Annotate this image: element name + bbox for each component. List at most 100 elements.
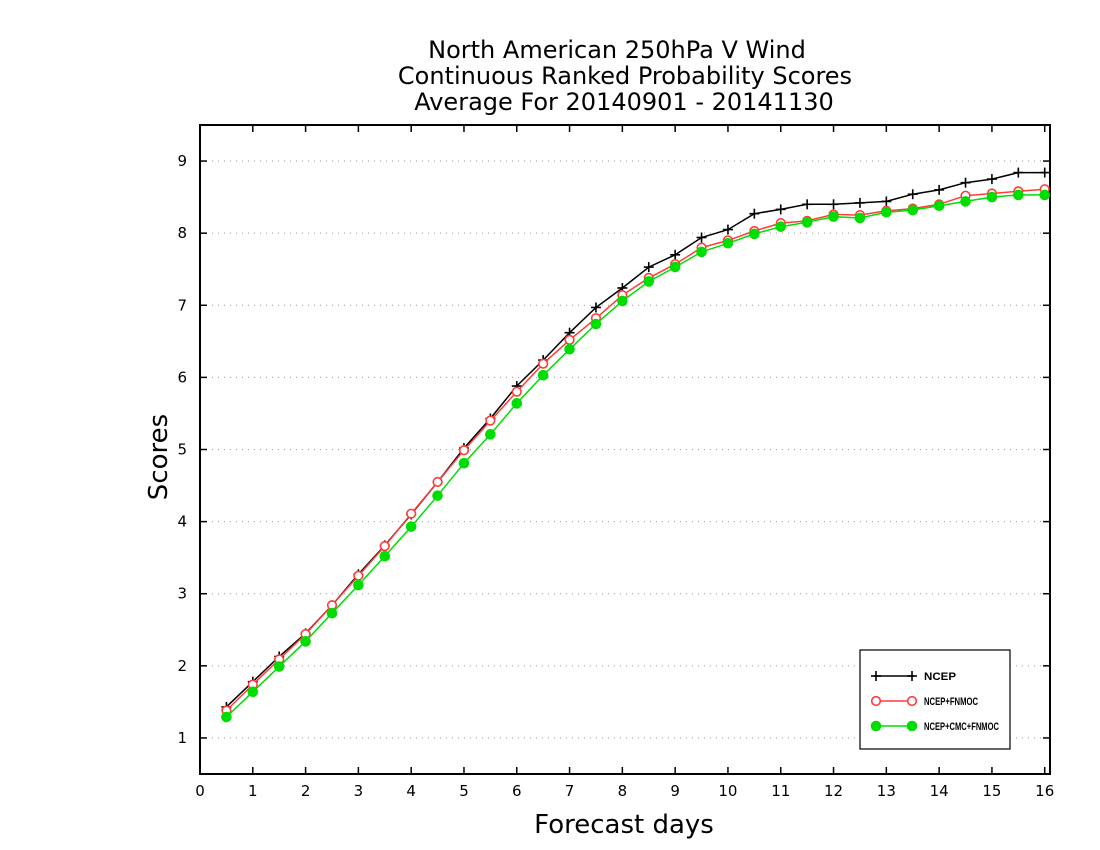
legend-marker-start-2 [870, 720, 882, 732]
point-s2-6 [379, 550, 391, 562]
legend-marker-end-2 [906, 720, 918, 732]
point-s2-2 [273, 661, 285, 672]
point-s2-12 [537, 369, 549, 381]
point-s2-22 [801, 217, 813, 228]
point-s2-24 [854, 212, 866, 224]
series-line-1 [225, 188, 1045, 712]
legend-label-2: NCEP+CMC+FNMOC [924, 721, 999, 733]
point-s0-30 [1013, 167, 1024, 178]
title-line-3: Average For 20140901 - 20141130 [414, 88, 834, 116]
point-s0-16 [643, 262, 654, 273]
title-line-1: North American 250hPa V Wind [428, 36, 806, 64]
y-tick-label-7: 7 [177, 296, 187, 314]
point-s0-27 [934, 184, 945, 195]
x-tick-label-8: 8 [618, 782, 628, 800]
x-tick-label-16: 16 [1035, 782, 1054, 800]
point-s0-17 [670, 249, 681, 260]
x-tick-label-2: 2 [301, 782, 311, 800]
point-s0-14 [590, 302, 601, 313]
point-s1-6 [379, 541, 390, 552]
point-s2-23 [828, 211, 839, 222]
x-tick-label-5: 5 [459, 782, 469, 800]
point-s0-28 [960, 177, 971, 188]
series-line-2 [225, 194, 1045, 718]
point-s0-18 [696, 232, 707, 243]
point-s2-5 [353, 579, 364, 591]
point-s2-21 [775, 221, 787, 232]
x-tick-label-7: 7 [565, 782, 575, 800]
legend-box [859, 649, 1011, 750]
point-s0-22 [802, 199, 813, 210]
point-s2-29 [986, 191, 998, 203]
y-axis-label: Scores [144, 414, 174, 500]
point-s2-27 [933, 200, 945, 212]
point-s2-28 [960, 196, 971, 207]
x-tick-label-6: 6 [512, 782, 522, 800]
y-tick-label-3: 3 [177, 585, 187, 603]
point-s2-30 [1013, 189, 1024, 201]
legend-items: NCEP NCEP+FNMOC NCEP+CMC+FNMOC [870, 671, 999, 733]
point-s2-13 [564, 343, 575, 355]
y-tick-label-1: 1 [177, 729, 187, 747]
y-tick-label-8: 8 [177, 224, 187, 242]
series-2 [221, 189, 1051, 723]
x-tick-label-15: 15 [982, 782, 1001, 800]
point-s2-26 [907, 204, 919, 216]
point-s2-0 [221, 711, 232, 723]
x-tick-label-12: 12 [824, 782, 843, 800]
point-s2-31 [1039, 189, 1051, 201]
point-s0-24 [854, 197, 865, 208]
point-s2-3 [300, 636, 311, 647]
point-s2-16 [643, 276, 655, 287]
point-s1-9 [458, 445, 470, 456]
point-s2-19 [722, 237, 734, 249]
point-s0-26 [907, 189, 918, 200]
legend: NCEP NCEP+FNMOC NCEP+CMC+FNMOC [859, 649, 1011, 750]
point-s2-10 [485, 429, 496, 440]
point-s1-12 [538, 358, 549, 369]
point-s1-5 [353, 570, 364, 581]
point-s0-21 [775, 204, 786, 215]
series-0 [221, 167, 1050, 712]
y-tick-label-5: 5 [177, 441, 187, 459]
series-1 [221, 184, 1050, 716]
x-tick-label-0: 0 [195, 782, 205, 800]
point-s0-20 [749, 208, 760, 219]
x-tick-label-3: 3 [354, 782, 364, 800]
legend-label-1: NCEP+FNMOC [924, 696, 978, 708]
title-line-2: Continuous Ranked Probability Scores [398, 62, 852, 90]
point-s1-10 [485, 415, 496, 426]
y-tick-label-9: 9 [177, 152, 187, 170]
point-s0-23 [828, 199, 839, 210]
point-s0-19 [722, 224, 733, 235]
legend-marker-end-0 [907, 671, 917, 681]
point-s2-15 [617, 295, 628, 307]
point-s0-25 [881, 196, 892, 207]
x-tick-label-10: 10 [718, 782, 737, 800]
point-s0-29 [986, 174, 997, 185]
point-s1-7 [406, 508, 417, 519]
series-layer [221, 167, 1051, 723]
series-line-0 [225, 171, 1045, 708]
point-s2-8 [432, 490, 443, 501]
y-tick-label-4: 4 [177, 513, 187, 531]
x-tick-label-11: 11 [771, 782, 790, 800]
point-s2-11 [511, 398, 523, 409]
point-s1-13 [564, 334, 575, 345]
x-tick-label-1: 1 [248, 782, 258, 800]
chart-title: North American 250hPa V Wind Continuous … [398, 36, 852, 116]
point-s1-11 [511, 386, 522, 397]
legend-marker-start-1 [870, 695, 882, 707]
point-s2-18 [696, 246, 707, 258]
point-s2-7 [405, 521, 417, 532]
point-s2-20 [749, 228, 760, 240]
point-s0-31 [1039, 167, 1050, 178]
point-s2-4 [326, 607, 338, 619]
x-tick-label-9: 9 [670, 782, 680, 800]
point-s1-8 [432, 476, 443, 488]
legend-label-0: NCEP [924, 671, 956, 683]
point-s2-25 [881, 206, 892, 218]
point-s2-14 [590, 318, 602, 330]
